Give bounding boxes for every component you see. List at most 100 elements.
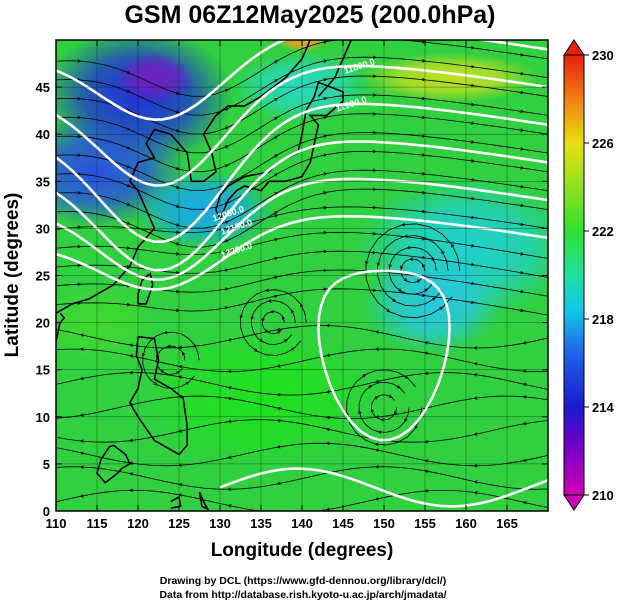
y-axis-label: Latitude (degrees) bbox=[2, 193, 23, 358]
streamline-arrow bbox=[141, 353, 146, 358]
streamline bbox=[377, 235, 449, 307]
streamline-arrow bbox=[520, 53, 525, 57]
streamline-arrow bbox=[224, 249, 230, 254]
streamline-arrow bbox=[471, 121, 476, 125]
x-tick-label: 160 bbox=[455, 516, 477, 531]
streamline-arrow bbox=[473, 346, 478, 350]
streamline-arrow bbox=[126, 127, 131, 131]
streamline-arrow bbox=[276, 419, 281, 423]
streamline-arrow bbox=[227, 487, 232, 491]
streamline-arrow bbox=[166, 344, 171, 349]
streamline-arrow bbox=[431, 297, 436, 302]
streamline-arrow bbox=[372, 130, 377, 135]
streamline-arrow bbox=[522, 395, 527, 399]
streamline-arrow bbox=[374, 442, 379, 447]
streamline-arrow bbox=[520, 109, 525, 113]
streamline-arrow bbox=[431, 256, 435, 261]
y-tick-label: 40 bbox=[36, 127, 50, 142]
chart-title: GSM 06Z12May2025 (200.0hPa) bbox=[124, 1, 495, 29]
y-axis: 0 5 10 15 20 25 30 35 40 45 bbox=[36, 80, 548, 519]
y-tick-label: 35 bbox=[36, 174, 50, 189]
streamline-arrow bbox=[274, 238, 279, 242]
streamline-arrow bbox=[392, 298, 397, 303]
y-tick-label: 25 bbox=[36, 269, 50, 284]
streamline-arrow bbox=[374, 330, 379, 334]
streamline-arrow bbox=[277, 330, 282, 335]
x-tick-label: 130 bbox=[209, 516, 231, 531]
coastline bbox=[170, 495, 182, 509]
colorbar: 210 214 218 222 226 230 bbox=[563, 39, 614, 511]
streamline-arrow bbox=[368, 384, 373, 389]
credit-line-2: Data from http://database.rish.kyoto-u.a… bbox=[159, 589, 446, 601]
x-tick-label: 120 bbox=[127, 516, 149, 531]
streamline-arrow bbox=[225, 226, 230, 231]
streamline-arrow bbox=[224, 268, 230, 272]
streamline-arrow bbox=[372, 231, 377, 236]
streamline-arrow bbox=[77, 191, 82, 195]
streamline-arrow bbox=[153, 381, 158, 386]
streamline-arrow bbox=[276, 327, 281, 331]
streamline-arrow bbox=[374, 448, 379, 452]
streamline-arrow bbox=[267, 299, 272, 303]
streamline-arrow bbox=[403, 278, 408, 282]
streamline-arrow bbox=[128, 370, 133, 375]
streamline-arrow bbox=[126, 221, 131, 225]
streamline-arrow bbox=[358, 410, 362, 415]
streamline-arrow bbox=[471, 64, 476, 69]
streamline-arrow bbox=[224, 306, 230, 310]
streamline-arrow bbox=[126, 164, 131, 169]
streamline bbox=[371, 394, 397, 421]
streamline-arrow bbox=[404, 375, 409, 379]
streamline-arrow bbox=[388, 264, 392, 269]
streamline-arrow bbox=[269, 309, 274, 314]
streamline-arrow bbox=[424, 288, 429, 292]
streamline-arrow bbox=[323, 153, 328, 157]
streamline-arrow bbox=[325, 415, 330, 420]
streamline-arrow bbox=[79, 451, 84, 456]
streamline-arrow bbox=[77, 153, 82, 157]
streamline-arrow bbox=[372, 93, 377, 97]
streamline-arrow bbox=[224, 239, 230, 243]
field-blob bbox=[114, 52, 195, 103]
streamline-arrow bbox=[372, 250, 377, 255]
x-tick-label: 140 bbox=[291, 516, 313, 531]
streamline-arrow bbox=[522, 369, 527, 373]
streamline-arrow bbox=[401, 222, 406, 227]
streamline bbox=[400, 258, 425, 283]
streamline-arrow bbox=[522, 501, 527, 505]
streamline-arrow bbox=[473, 373, 478, 377]
streamline-arrow bbox=[374, 379, 379, 384]
streamline-arrow bbox=[126, 70, 131, 74]
streamline-arrow bbox=[77, 244, 82, 249]
streamline-arrow bbox=[409, 257, 414, 261]
streamline-arrow bbox=[77, 115, 82, 120]
streamline-arrow bbox=[374, 347, 379, 351]
colorbar-tick-label: 226 bbox=[592, 136, 614, 151]
streamline-arrow bbox=[163, 330, 168, 335]
streamline-arrow bbox=[522, 383, 527, 387]
streamline-arrow bbox=[372, 55, 377, 60]
streamline-arrow bbox=[274, 210, 279, 215]
streamline-arrow bbox=[227, 455, 232, 459]
streamline-arrow bbox=[522, 421, 527, 426]
streamline-arrow bbox=[227, 419, 232, 424]
streamline-arrow bbox=[451, 243, 455, 248]
streamline-arrow bbox=[79, 494, 84, 498]
streamline-arrow bbox=[274, 79, 279, 83]
streamline-arrow bbox=[403, 234, 408, 238]
x-tick-label: 125 bbox=[168, 516, 190, 531]
coastline bbox=[317, 40, 352, 98]
colorbar-tick-label: 210 bbox=[592, 488, 614, 503]
streamline-arrow bbox=[291, 347, 295, 351]
streamline-arrow bbox=[362, 373, 367, 378]
streamline bbox=[365, 223, 461, 319]
streamline-arrow bbox=[274, 97, 279, 102]
streamline-arrow bbox=[227, 386, 232, 390]
colorbar-tick-label: 222 bbox=[592, 224, 614, 239]
streamline-arrow bbox=[264, 288, 269, 293]
streamline-arrow bbox=[522, 340, 527, 345]
streamline-arrow bbox=[274, 154, 279, 158]
streamline-arrow bbox=[471, 140, 476, 144]
streamline bbox=[262, 311, 285, 334]
